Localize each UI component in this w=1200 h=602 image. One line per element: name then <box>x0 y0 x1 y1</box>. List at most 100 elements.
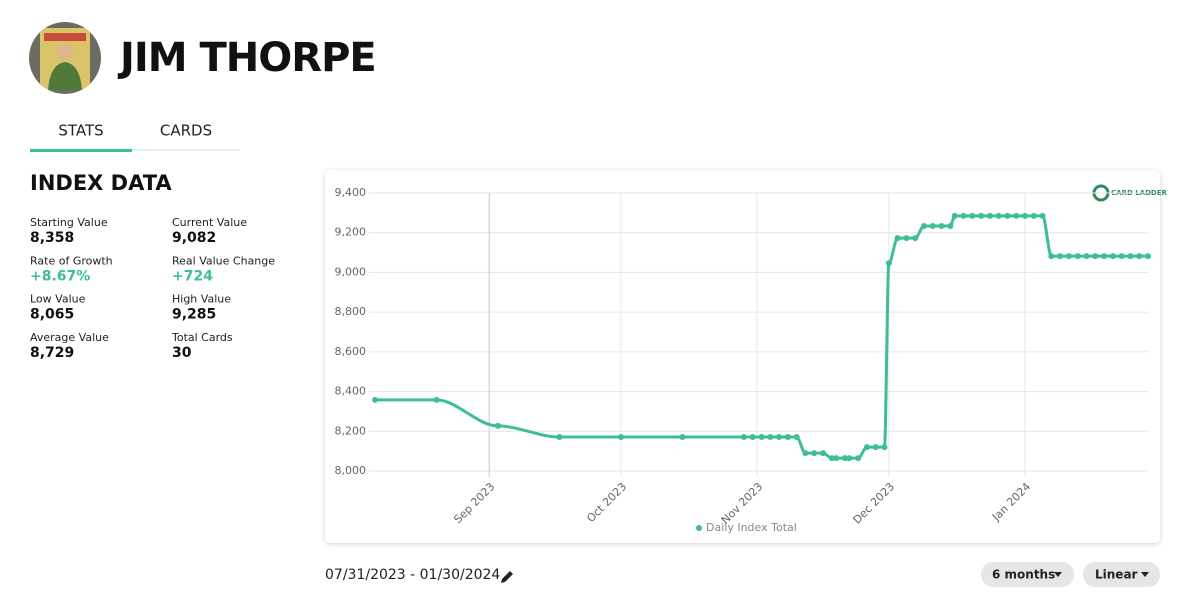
edit-icon[interactable] <box>501 571 513 583</box>
dropdown-arrow <box>1054 572 1062 577</box>
data-point <box>978 212 985 219</box>
stat-label: Total Cards <box>171 331 233 344</box>
tab[interactable]: STATS <box>58 122 103 140</box>
stat-label: Starting Value <box>30 216 108 229</box>
tab-indicator <box>30 149 132 152</box>
data-point <box>947 222 954 229</box>
data-point <box>740 434 747 441</box>
y-tick-label: 8,000 <box>335 464 367 477</box>
y-tick-label: 8,200 <box>335 424 367 437</box>
button-bg <box>1083 562 1160 587</box>
data-point <box>811 450 818 457</box>
y-tick-label: 9,400 <box>335 186 367 199</box>
data-point <box>758 434 765 441</box>
data-point <box>793 434 800 441</box>
data-point <box>995 212 1002 219</box>
data-point <box>679 434 686 441</box>
button-label: 6 months <box>992 568 1055 582</box>
data-point <box>912 235 919 242</box>
period-button[interactable]: 6 months <box>981 562 1074 587</box>
data-point <box>1118 253 1125 260</box>
data-point <box>1092 253 1099 260</box>
data-point <box>921 222 928 229</box>
data-point <box>494 422 501 429</box>
y-tick-label: 8,400 <box>335 385 367 398</box>
stat-value: 8,065 <box>30 307 74 323</box>
data-point <box>951 212 958 219</box>
data-point <box>1074 253 1081 260</box>
data-point <box>929 222 936 229</box>
data-point <box>1013 212 1020 219</box>
y-tick-label: 9,200 <box>335 226 367 239</box>
data-point <box>1048 253 1055 260</box>
stat-value: 9,082 <box>172 230 216 246</box>
button-bg <box>981 562 1074 587</box>
data-point <box>784 434 791 441</box>
data-point <box>1057 253 1064 260</box>
data-point <box>938 222 945 229</box>
data-point <box>1101 253 1108 260</box>
data-point <box>749 434 756 441</box>
data-point <box>885 260 892 267</box>
chart-card <box>325 170 1160 543</box>
data-point <box>556 434 563 441</box>
data-point <box>969 212 976 219</box>
y-tick-label: 9,000 <box>335 265 367 278</box>
data-point <box>872 444 879 451</box>
data-point <box>372 396 378 403</box>
avatar <box>29 22 101 94</box>
player-name: JIM THORPE <box>117 35 376 81</box>
section-title: INDEX DATA <box>30 171 172 195</box>
scale-button[interactable]: Linear <box>1083 562 1160 587</box>
data-point <box>833 455 840 462</box>
stat-value: +724 <box>172 268 213 284</box>
data-point <box>960 212 967 219</box>
data-point <box>986 212 993 219</box>
data-point <box>863 444 870 451</box>
stat-label: Low Value <box>30 293 86 306</box>
data-point <box>841 455 848 462</box>
stat-value: 9,285 <box>172 307 216 323</box>
data-point <box>819 450 826 457</box>
data-point <box>1039 212 1046 219</box>
y-tick-label: 8,600 <box>335 345 367 358</box>
data-point <box>846 455 853 462</box>
date-range: 07/31/2023 - 01/30/2024 <box>325 567 500 583</box>
data-point <box>1083 253 1090 260</box>
stat-value: 30 <box>172 345 192 361</box>
stat-label: Real Value Change <box>172 254 275 267</box>
stat-value: 8,358 <box>30 230 74 246</box>
data-point <box>881 444 888 451</box>
stat-label: High Value <box>172 293 231 306</box>
tab[interactable]: CARDS <box>160 122 212 140</box>
data-point <box>433 396 440 403</box>
data-point <box>767 434 774 441</box>
stat-value: +8.67% <box>30 268 90 284</box>
data-point <box>894 235 901 242</box>
data-point <box>617 434 624 441</box>
legend-marker <box>696 525 702 531</box>
legend-label: Daily Index Total <box>706 521 797 534</box>
data-point <box>1004 212 1011 219</box>
data-point <box>1145 253 1151 260</box>
stat-label: Average Value <box>30 331 109 344</box>
data-point <box>903 235 910 242</box>
data-point <box>776 434 783 441</box>
stat-label: Current Value <box>172 216 247 229</box>
stat-label: Rate of Growth <box>30 254 113 267</box>
data-point <box>1065 253 1072 260</box>
dropdown-arrow <box>1141 572 1149 577</box>
data-point <box>1127 253 1134 260</box>
data-point <box>1030 212 1037 219</box>
data-point <box>802 450 809 457</box>
data-point <box>1022 212 1029 219</box>
data-point <box>828 455 835 462</box>
button-label: Linear <box>1095 568 1138 582</box>
tab-rail <box>30 149 240 151</box>
data-point <box>1109 253 1116 260</box>
data-point <box>1136 253 1143 260</box>
y-tick-label: 8,800 <box>335 305 367 318</box>
data-point <box>855 455 862 462</box>
